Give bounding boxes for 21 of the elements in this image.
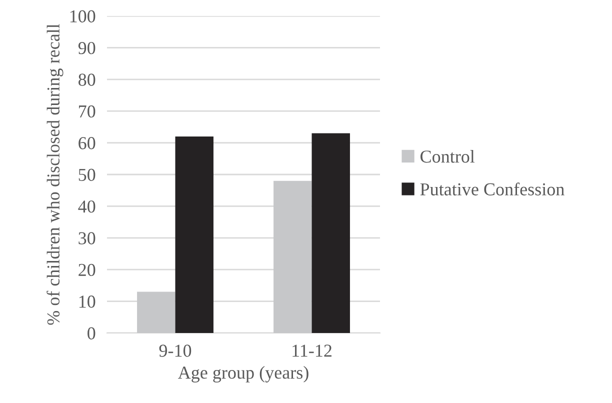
- y-tick-label: 80: [78, 74, 96, 86]
- bar: [175, 136, 214, 333]
- y-tick-label: 60: [78, 137, 96, 150]
- y-tick-label: 100: [70, 10, 96, 22]
- bar: [312, 133, 350, 333]
- x-tick-label: 9-10: [159, 344, 192, 357]
- y-axis-title: % of children who disclosed during recall: [46, 24, 64, 325]
- y-tick-label: 20: [78, 264, 96, 276]
- y-tick-label: 70: [79, 105, 96, 118]
- y-tick-label: 40: [78, 200, 96, 213]
- y-tick-label: 10: [79, 296, 96, 308]
- y-tick-label: 90: [78, 42, 96, 54]
- x-tick-label: 11-12: [292, 344, 332, 357]
- y-tick-label: 50: [78, 168, 96, 181]
- y-tick-label: 0: [88, 327, 96, 340]
- bar: [274, 180, 312, 333]
- bar: [137, 292, 176, 333]
- legend-label: Control: [420, 150, 475, 163]
- y-tick-label: 30: [78, 232, 96, 244]
- legend-label: Putative Confession: [420, 182, 564, 196]
- x-axis-title: Age group (years): [178, 366, 308, 382]
